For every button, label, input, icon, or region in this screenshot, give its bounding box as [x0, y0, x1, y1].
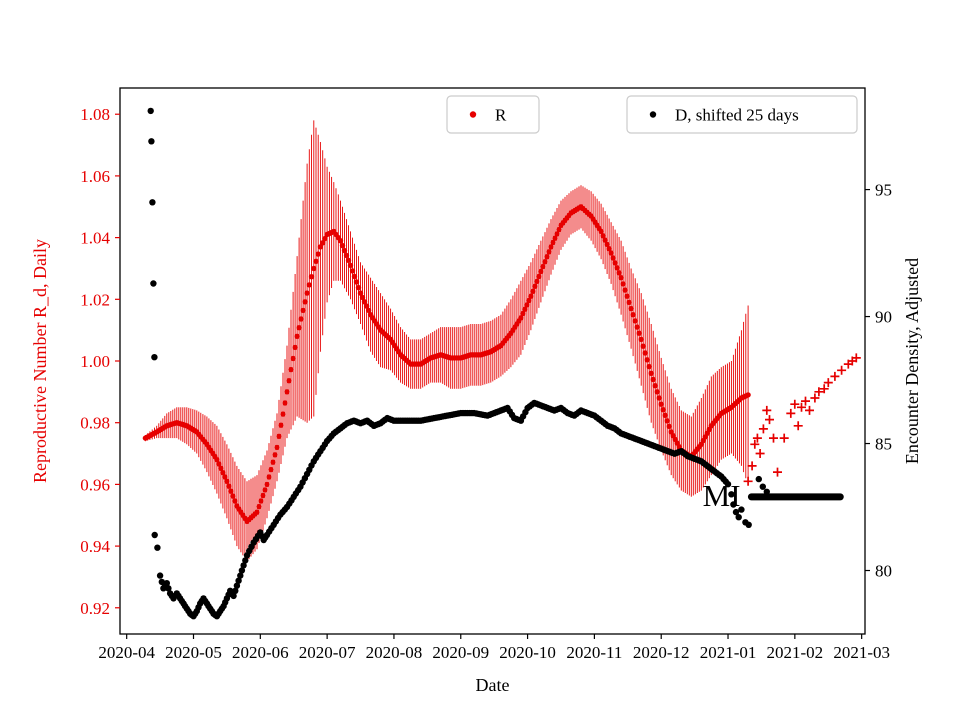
- legend-marker-icon: [649, 111, 657, 118]
- right-axis-label: Encounter Density, Adjusted: [902, 258, 922, 464]
- x-tick-label: 2020-11: [566, 643, 622, 662]
- y-left-tick-label: 1.06: [80, 167, 110, 186]
- y-right-tick-label: 95: [875, 181, 892, 200]
- x-axis-label: Date: [476, 675, 510, 695]
- legend-label: R: [495, 106, 507, 125]
- x-tick-label: 2021-01: [700, 643, 757, 662]
- x-tick-label: 2020-10: [499, 643, 556, 662]
- legend-marker-icon: [469, 111, 477, 118]
- y-left-tick-label: 1.08: [80, 105, 110, 124]
- x-axis: 2020-04 2020-05 2020-06 2020-07 2020-08 2020-…: [98, 634, 890, 662]
- y-left-tick-label: 1.02: [80, 290, 110, 309]
- x-tick-label: 2020-08: [366, 643, 423, 662]
- y-left-tick-label: 0.96: [80, 475, 110, 494]
- y-left-tick-label: 0.92: [80, 599, 110, 618]
- legend-label: D, shifted 25 days: [675, 106, 799, 125]
- x-tick-label: 2020-09: [432, 643, 489, 662]
- x-tick-label: 2020-04: [98, 643, 155, 662]
- x-tick-label: 2020-07: [299, 643, 356, 662]
- left-axis-label: Reproductive Number R_d, Daily: [30, 239, 50, 483]
- legend-d: D, shifted 25 days: [626, 95, 858, 134]
- series-R: [142, 120, 751, 562]
- x-tick-label: 2020-06: [232, 643, 289, 662]
- x-tick-label: 2020-12: [633, 643, 690, 662]
- y-right-tick-label: 90: [875, 308, 892, 327]
- y-left-tick-label: 1.00: [80, 352, 110, 371]
- series-R_forecast: [743, 353, 861, 486]
- series-D_shifted: [151, 399, 732, 620]
- legend-r: R: [446, 95, 540, 134]
- series-D_shifted_early: [147, 107, 158, 361]
- series-D_shifted_late: [728, 475, 770, 528]
- y-left-tick-label: 1.04: [80, 229, 110, 248]
- x-tick-label: 2021-02: [767, 643, 824, 662]
- y-axis-left: 0.92 0.94 0.96 0.98 1.00 1.02 1.04 1.06 1.08: [80, 105, 120, 618]
- y-axis-right: 80 85 90 95: [865, 181, 892, 581]
- y-right-tick-label: 85: [875, 435, 892, 454]
- x-tick-label: 2021-03: [833, 643, 890, 662]
- y-left-tick-label: 0.94: [80, 537, 110, 556]
- y-left-tick-label: 0.98: [80, 414, 110, 433]
- x-tick-label: 2020-05: [165, 643, 222, 662]
- annotation-mi: MI: [703, 478, 741, 513]
- y-right-tick-label: 80: [875, 562, 892, 581]
